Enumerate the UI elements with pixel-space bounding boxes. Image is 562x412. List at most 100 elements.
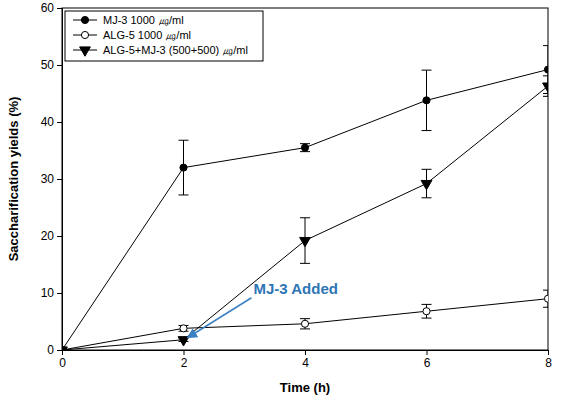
tick-label: 8: [545, 356, 552, 370]
tick-label: 0: [47, 343, 54, 357]
y-axis: 0 10 20 30 40 50 60: [41, 1, 63, 357]
error-cap: [300, 318, 310, 319]
error-bar: [543, 290, 548, 307]
legend-item: MJ-3 1000 ㎍/ml: [73, 14, 184, 26]
line: [62, 70, 548, 350]
marker: [423, 308, 430, 315]
marker: [544, 66, 548, 73]
error-cap: [422, 318, 432, 319]
tick: 2: [181, 350, 188, 370]
marks: [62, 46, 548, 350]
line: [62, 86, 548, 350]
marker: [421, 180, 432, 189]
legend-item: ALG-5 1000 ㎍/ml: [73, 29, 191, 41]
legend-item: ALG-5+MJ-3 (500+500) ㎍/ml: [73, 44, 248, 56]
error-cap: [543, 290, 548, 291]
tick-mark: [57, 122, 62, 123]
error-cap: [422, 169, 432, 170]
tick: 50: [41, 58, 62, 72]
tick-label: 50: [41, 58, 55, 72]
legend-marker: [81, 31, 88, 38]
marker: [543, 83, 548, 92]
tick-label: 30: [41, 172, 55, 186]
marker: [180, 164, 187, 171]
tick-mark: [57, 179, 62, 180]
legend-marker: [81, 16, 88, 23]
marker: [301, 144, 308, 151]
chart: 0 2 4 6 8 0 10 20 30 40 50 60 MJ-3 Added MJ-3 1000 ㎍/…: [0, 0, 562, 412]
series: [62, 46, 548, 350]
tick-mark: [57, 293, 62, 294]
error-cap: [422, 70, 432, 71]
marker: [544, 295, 548, 302]
tick-label: 0: [59, 356, 66, 370]
series: [62, 76, 548, 350]
error-cap: [543, 45, 548, 46]
tick: 4: [302, 350, 309, 370]
error-cap: [543, 307, 548, 308]
tick-mark: [57, 350, 62, 351]
marker: [180, 325, 187, 332]
tick: 0: [59, 350, 66, 370]
legend-marker: [80, 47, 91, 56]
error-cap: [300, 263, 310, 264]
error-bar: [300, 319, 310, 329]
error-cap: [300, 328, 310, 329]
legend-label: MJ-3 1000 ㎍/ml: [103, 14, 184, 26]
tick-mark: [305, 350, 306, 355]
error-bar: [422, 70, 432, 130]
annotation: MJ-3 Added: [254, 280, 338, 297]
legend-frame: [65, 11, 263, 61]
tick: 60: [41, 1, 62, 15]
tick-label: 20: [41, 229, 55, 243]
tick-label: 10: [41, 286, 55, 300]
tick-mark: [57, 236, 62, 237]
tick-mark: [57, 8, 62, 9]
error-cap: [422, 130, 432, 131]
error-bar: [300, 218, 310, 264]
error-bar: [179, 325, 189, 331]
legend-label: ALG-5 1000 ㎍/ml: [103, 29, 191, 41]
error-bar: [300, 144, 310, 152]
x-axis: 0 2 4 6 8: [59, 350, 552, 370]
annotation-arrow: [188, 298, 252, 338]
marker: [423, 97, 430, 104]
axis-line: [63, 351, 549, 356]
marker: [300, 237, 311, 246]
tick-mark: [184, 350, 185, 355]
error-cap: [422, 197, 432, 198]
tick: 10: [41, 286, 62, 300]
tick: 0: [47, 343, 62, 357]
legend: MJ-3 1000 ㎍/ml ALG-5 1000 ㎍/ml ALG-5+MJ-3 …: [65, 11, 263, 61]
marker: [178, 337, 189, 346]
tick-label: 60: [41, 1, 55, 15]
error-cap: [543, 75, 548, 76]
error-cap: [179, 194, 189, 195]
error-cap: [179, 140, 189, 141]
marker: [301, 320, 308, 327]
legend-label: ALG-5+MJ-3 (500+500) ㎍/ml: [103, 44, 248, 56]
tick-label: 6: [424, 356, 431, 370]
tick-mark: [427, 350, 428, 355]
error-cap: [422, 304, 432, 305]
error-bar: [543, 46, 548, 94]
tick-label: 40: [41, 115, 55, 129]
tick: 30: [41, 172, 62, 186]
error-bar: [422, 169, 432, 198]
tick: 6: [424, 350, 431, 370]
tick-label: 4: [302, 356, 309, 370]
error-bar: [543, 76, 548, 97]
tick: 8: [545, 350, 552, 370]
series: [62, 290, 548, 350]
error-cap: [543, 93, 548, 94]
tick: 40: [41, 115, 62, 129]
tick-label: 2: [181, 356, 188, 370]
tick: 20: [41, 229, 62, 243]
x-axis-title: Time (h): [280, 380, 330, 395]
error-bar: [179, 140, 189, 195]
error-cap: [543, 96, 548, 97]
plot: 0 2 4 6 8 0 10 20 30 40 50 60 MJ-3 Added MJ-3 1000 ㎍/…: [41, 1, 554, 369]
error-bar: [422, 304, 432, 318]
plot-frame: [62, 8, 548, 350]
marker: [62, 347, 67, 350]
